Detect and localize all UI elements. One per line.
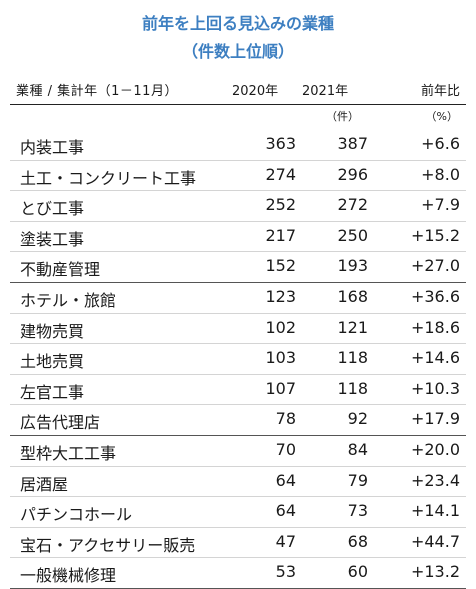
row-value-2021: 79 (347, 470, 368, 490)
row-value-2021: 92 (347, 409, 368, 429)
row-value-2021: 387 (337, 134, 368, 153)
table-row: 左官工事 107 118 +10.3 (10, 375, 466, 406)
row-value-2020: 53 (275, 562, 296, 582)
row-ratio: +14.1 (410, 501, 460, 521)
table-header: 業種 / 集計年（1－11月） 2020年 2021年 前年比 (10, 74, 466, 105)
row-ratio: +20.0 (410, 439, 460, 459)
row-value-2021: 168 (337, 286, 368, 306)
table-row: 宝石・アクセサリー販売 47 68 +44.7 (10, 528, 466, 559)
row-value-2021: 73 (347, 501, 368, 521)
row-value-2020: 64 (275, 470, 296, 490)
table-row: 居酒屋 64 79 +23.4 (10, 467, 466, 498)
row-ratio: +17.9 (410, 409, 460, 429)
row-value-2020: 103 (265, 348, 296, 368)
row-ratio: +6.6 (421, 134, 460, 153)
row-value-2021: 193 (337, 256, 368, 276)
row-industry: 左官工事 (20, 382, 85, 402)
table-row: 建物売買 102 121 +18.6 (10, 314, 466, 345)
row-value-2021: 118 (337, 348, 368, 368)
row-ratio: +36.6 (410, 286, 460, 306)
row-value-2021: 118 (337, 378, 368, 398)
table-subtitle: （件数上位順） (181, 42, 294, 61)
row-ratio: +10.3 (410, 378, 460, 398)
row-value-2020: 274 (265, 164, 296, 184)
table-title: 前年を上回る見込みの業種 (141, 14, 334, 33)
row-value-2021: 60 (347, 562, 368, 582)
table-row: パチンコホール 64 73 +14.1 (10, 497, 466, 528)
table-row: 土地売買 103 118 +14.6 (10, 344, 466, 375)
unit-count: （件） (326, 110, 359, 123)
row-value-2021: 296 (337, 164, 368, 184)
table-row: 一般機械修理 53 60 +13.2 (10, 558, 466, 589)
row-ratio: +18.6 (410, 317, 460, 337)
header-year-2021: 2021年 (302, 84, 349, 99)
row-ratio: +13.2 (410, 562, 460, 582)
unit-percent: （%） (425, 110, 458, 123)
row-value-2020: 152 (265, 256, 296, 276)
row-value-2020: 363 (265, 134, 296, 153)
table-row: とび工事 252 272 +7.9 (10, 191, 466, 222)
table-row: 広告代理店 78 92 +17.9 (10, 405, 466, 436)
row-ratio: +7.9 (421, 195, 460, 215)
row-industry: 型枠大工工事 (20, 443, 117, 463)
table-row: 型枠大工工事 70 84 +20.0 (10, 436, 466, 467)
units-row: （件） （%） (10, 106, 466, 126)
row-value-2021: 68 (347, 531, 368, 551)
row-value-2021: 250 (337, 225, 368, 245)
row-value-2020: 70 (275, 439, 296, 459)
row-industry: パチンコホール (20, 505, 133, 525)
table-row: 内装工事 363 387 +6.6 (10, 130, 466, 161)
row-value-2021: 272 (337, 195, 368, 215)
row-ratio: +27.0 (410, 256, 460, 276)
row-value-2020: 123 (265, 286, 296, 306)
header-year-2020: 2020年 (232, 84, 279, 99)
row-value-2020: 107 (265, 378, 296, 398)
row-industry: とび工事 (20, 199, 85, 219)
table-body: 内装工事 363 387 +6.6 土工・コンクリート工事 274 296 +8… (10, 130, 466, 589)
row-industry: 宝石・アクセサリー販売 (20, 535, 196, 555)
header-category: 業種 / 集計年（1－11月） (16, 84, 178, 99)
row-industry: 土工・コンクリート工事 (20, 168, 197, 188)
row-ratio: +44.7 (410, 531, 460, 551)
row-industry: 建物売買 (20, 321, 85, 341)
row-industry: 居酒屋 (20, 474, 69, 494)
row-value-2021: 121 (337, 317, 368, 337)
row-industry: 不動産管理 (20, 260, 101, 280)
row-value-2020: 47 (275, 531, 296, 551)
row-industry: 一般機械修理 (20, 566, 117, 586)
row-value-2020: 252 (265, 195, 296, 215)
row-ratio: +23.4 (410, 470, 460, 490)
row-value-2020: 64 (275, 501, 296, 521)
table-row: 塗装工事 217 250 +15.2 (10, 222, 466, 253)
row-industry: 塗装工事 (20, 229, 85, 249)
row-industry: 広告代理店 (20, 413, 101, 433)
row-industry: ホテル・旅館 (20, 290, 117, 310)
table-row: 不動産管理 152 193 +27.0 (10, 252, 466, 283)
row-industry: 土地売買 (20, 352, 85, 372)
table-row: 土工・コンクリート工事 274 296 +8.0 (10, 161, 466, 192)
row-value-2021: 84 (347, 439, 368, 459)
row-industry: 内装工事 (20, 138, 85, 157)
header-ratio: 前年比 (420, 84, 460, 99)
row-ratio: +15.2 (410, 225, 460, 245)
row-ratio: +14.6 (410, 348, 460, 368)
row-value-2020: 102 (265, 317, 296, 337)
row-ratio: +8.0 (421, 164, 460, 184)
table-row: ホテル・旅館 123 168 +36.6 (10, 283, 466, 314)
row-value-2020: 78 (275, 409, 296, 429)
row-value-2020: 217 (265, 225, 296, 245)
